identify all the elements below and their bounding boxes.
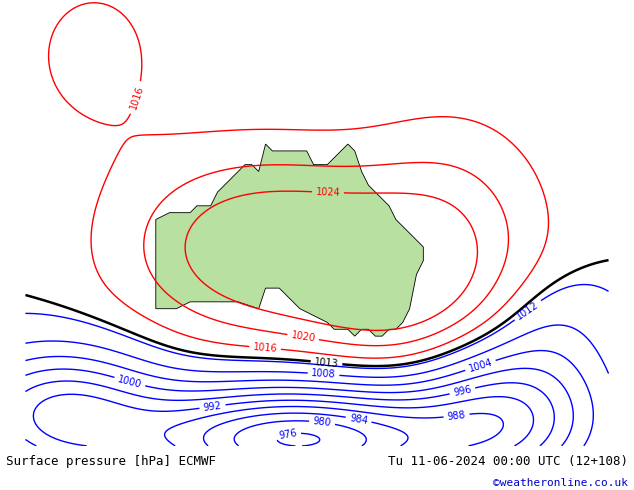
Text: 988: 988 <box>447 410 466 421</box>
Text: 984: 984 <box>349 413 368 426</box>
Text: 996: 996 <box>453 384 472 398</box>
Text: 1012: 1012 <box>515 299 541 321</box>
Text: 1016: 1016 <box>252 342 278 354</box>
Polygon shape <box>156 144 424 336</box>
Text: ©weatheronline.co.uk: ©weatheronline.co.uk <box>493 478 628 489</box>
Text: 992: 992 <box>203 400 223 413</box>
Text: 1024: 1024 <box>316 187 340 198</box>
Text: 1004: 1004 <box>467 357 494 374</box>
Text: 1016: 1016 <box>128 85 145 111</box>
Text: 1020: 1020 <box>290 330 316 344</box>
Text: Surface pressure [hPa] ECMWF: Surface pressure [hPa] ECMWF <box>6 455 216 468</box>
Text: 1008: 1008 <box>311 368 336 380</box>
Text: 1000: 1000 <box>117 374 143 390</box>
Text: 1013: 1013 <box>314 357 339 369</box>
Text: Tu 11-06-2024 00:00 UTC (12+108): Tu 11-06-2024 00:00 UTC (12+108) <box>387 455 628 468</box>
Text: 976: 976 <box>278 427 298 441</box>
Text: 980: 980 <box>313 416 332 428</box>
